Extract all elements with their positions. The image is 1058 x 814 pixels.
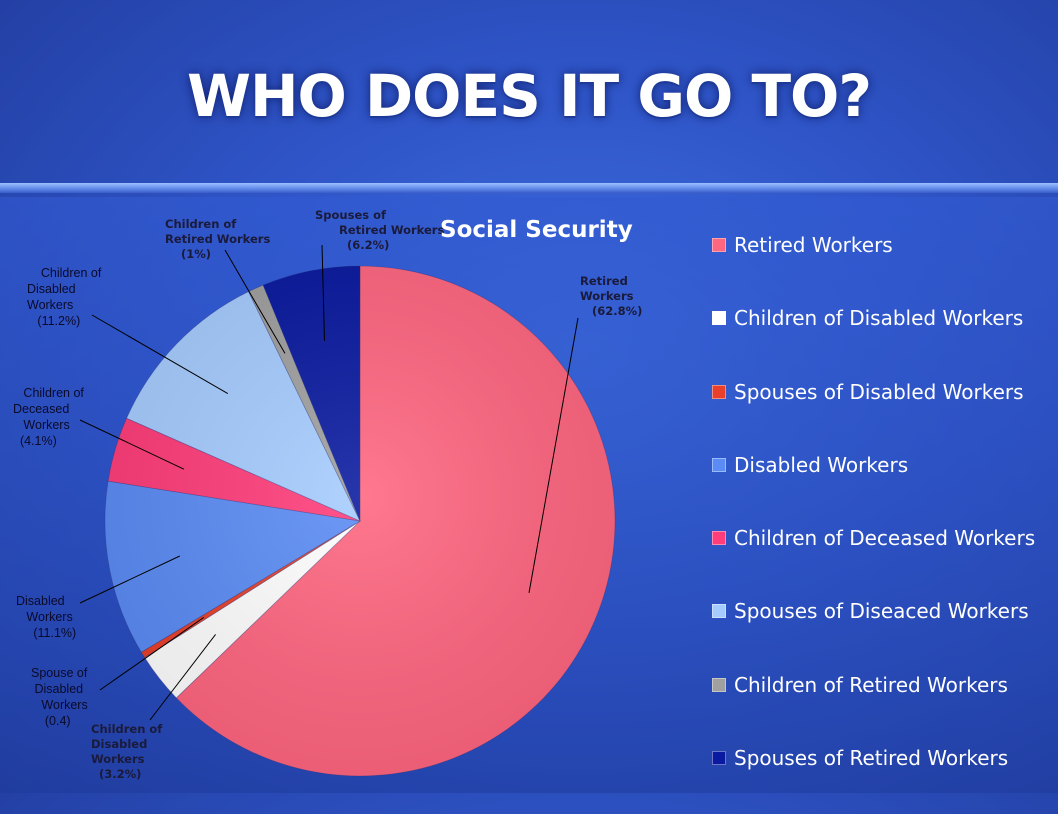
leader-line-children-of-disabled-workers <box>149 634 216 721</box>
data-label-spouses-of-retired-workers: Spouses of Retired Workers (6.2%) <box>315 208 445 252</box>
leader-line-retired-workers <box>528 317 579 593</box>
pie-chart <box>79 244 616 777</box>
data-label-retired-workers: Retired Workers (62.8%) <box>580 274 643 318</box>
legend-swatch <box>712 311 726 326</box>
legend-swatch <box>712 457 726 472</box>
leader-line-children-of-retired-workers <box>224 249 286 354</box>
chart-legend: Retired Workers Children of Disabled Work… <box>712 228 1052 814</box>
leader-line-children-of-deceased-workers <box>79 419 185 470</box>
legend-item-spouses-of-diseaced-workers: Spouses of Diseaced Workers <box>712 594 1052 667</box>
legend-label: Children of Disabled Workers <box>734 306 1024 331</box>
legend-swatch <box>712 604 726 619</box>
chart-title: Social Security <box>440 217 633 243</box>
data-label-children-of-deceased-workers: Children of Deceased Workers (4.1%) <box>13 386 84 448</box>
legend-swatch <box>712 531 726 546</box>
legend-item-retired-workers: Retired Workers <box>712 228 1052 301</box>
leader-line-spouses-of-retired-workers <box>321 244 325 341</box>
legend-label: Spouses of Diseaced Workers <box>734 599 1029 624</box>
legend-label: Retired Workers <box>734 233 893 257</box>
legend-item-children-of-retired-workers: Children of Retired Workers <box>712 668 1052 741</box>
data-label-disabled-workers: Disabled Workers (11.1%) <box>16 594 77 640</box>
leader-line-spouses-of-diseaced-workers <box>91 314 229 395</box>
legend-item-disabled-workers: Disabled Workers <box>712 448 1052 521</box>
leader-line-spouses-of-disabled-workers <box>99 616 205 691</box>
legend-label: Children of Retired Workers <box>734 672 1008 697</box>
leader-line-disabled-workers <box>79 555 181 604</box>
legend-item-spouses-of-disabled-workers: Spouses of Disabled Workers <box>712 375 1052 448</box>
legend-item-spouses-of-retired-workers: Spouses of Retired Workers <box>712 741 1052 814</box>
legend-swatch <box>712 238 726 252</box>
data-label-children-of-retired-workers: Children of Retired Workers (1%) <box>165 217 271 261</box>
slide-title: WHO DOES IT GO TO? <box>186 62 872 130</box>
legend-label: Spouses of Retired Workers <box>734 746 1009 771</box>
data-label-spouses-of-diseaced-workers: Children of Disabled Workers (11.2%) <box>27 266 102 328</box>
data-label-spouses-of-disabled-workers: Spouse of Disabled Workers (0.4) <box>31 666 88 728</box>
legend-label: Spouses of Disabled Workers <box>734 379 1024 404</box>
legend-swatch <box>712 677 726 692</box>
legend-swatch <box>712 384 726 399</box>
legend-swatch <box>712 751 726 766</box>
legend-item-children-of-deceased-workers: Children of Deceased Workers <box>712 521 1052 594</box>
legend-item-children-of-disabled-workers: Children of Disabled Workers <box>712 301 1052 374</box>
legend-label: Disabled Workers <box>734 452 909 477</box>
title-divider <box>0 183 1058 193</box>
data-label-children-of-disabled-workers: Children of Disabled Workers (3.2%) <box>91 722 163 781</box>
legend-label: Children of Deceased Workers <box>734 526 1036 551</box>
